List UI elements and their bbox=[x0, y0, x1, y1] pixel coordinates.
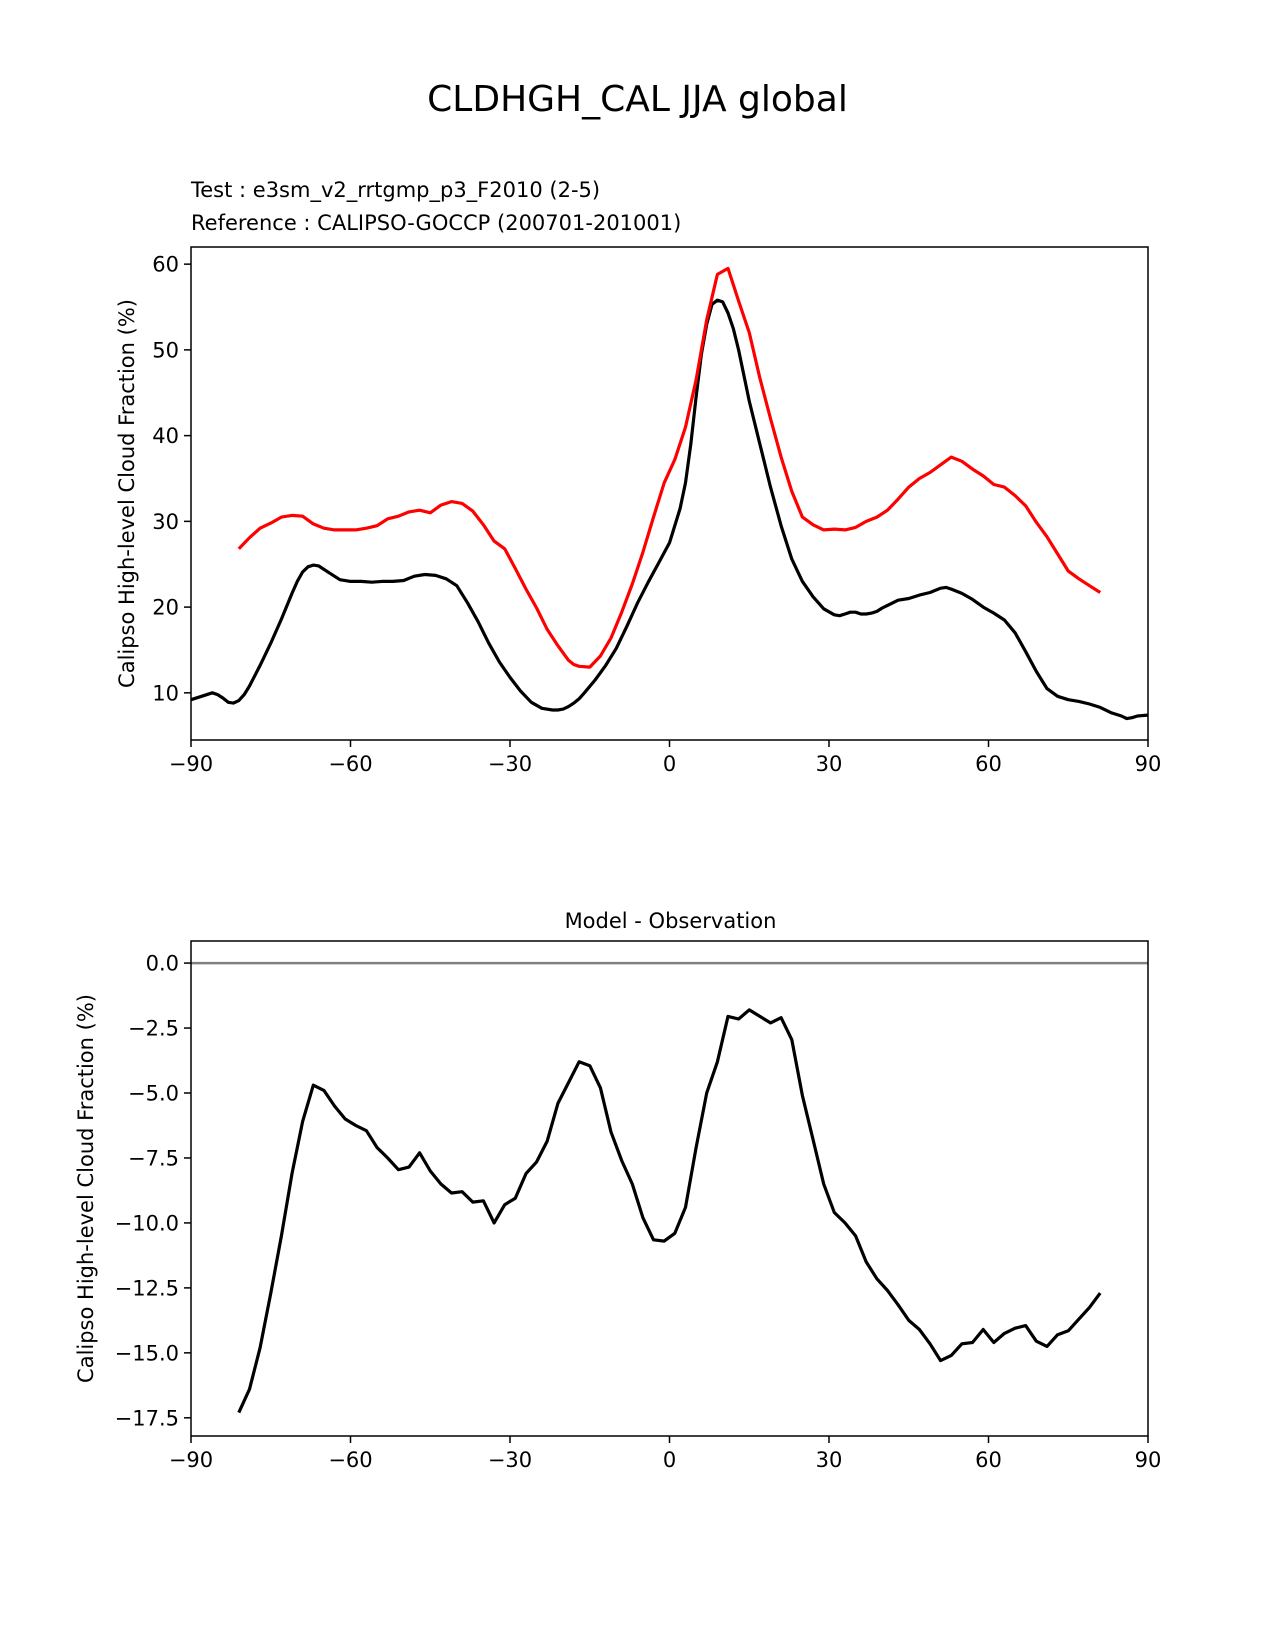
y-tick-label: −7.5 bbox=[128, 1146, 179, 1170]
x-tick-label: 90 bbox=[1135, 1448, 1162, 1472]
reference-series-line bbox=[237, 266, 1102, 669]
x-tick-label: −60 bbox=[328, 752, 372, 776]
y-tick-label: 50 bbox=[152, 338, 179, 362]
y-tick-label: 20 bbox=[152, 596, 179, 620]
y-tick-label: −12.5 bbox=[115, 1276, 179, 1300]
y-axis-label: Calipso High-level Cloud Fraction (%) bbox=[115, 299, 139, 688]
x-tick-label: −30 bbox=[488, 1448, 532, 1472]
bottom-chart: Model - Observation −90 −60 −30 0 30 60 900.0−… bbox=[74, 909, 1161, 1472]
bottom-plot-area: −90 −60 −30 0 30 60 90 0.0 −2.5 −5.0 −7.5 −10.0 −12.… bbox=[74, 940, 1162, 1472]
y-tick-label: −10.0 bbox=[115, 1211, 179, 1235]
x-tick-label: 30 bbox=[816, 752, 843, 776]
x-tick-label: 60 bbox=[975, 1448, 1002, 1472]
test-series-line bbox=[190, 298, 1149, 721]
x-tick-label: −90 bbox=[169, 752, 213, 776]
x-tick-label: 0 bbox=[663, 1448, 676, 1472]
bottom-chart-title: Model - Observation bbox=[565, 909, 777, 933]
y-tick-label: 0.0 bbox=[146, 952, 179, 976]
top-plot-area: −90 −60 −30 0 30 60 90 10 20 30 40 50 60 Calipso High… bbox=[115, 246, 1162, 776]
y-tick-label: −15.0 bbox=[115, 1341, 179, 1365]
axes-frame bbox=[190, 246, 1149, 741]
y-tick-label: −17.5 bbox=[115, 1406, 179, 1430]
y-tick-label: −5.0 bbox=[128, 1082, 179, 1106]
figure-title: CLDHGH_CAL JJA global bbox=[427, 79, 848, 120]
test-label: Test : e3sm_v2_rrtgmp_p3_F2010 (2-5) bbox=[190, 178, 600, 203]
x-tick-label: 0 bbox=[663, 752, 676, 776]
x-tick-label: −30 bbox=[488, 752, 532, 776]
y-tick-label: 40 bbox=[152, 424, 179, 448]
y-tick-label: 30 bbox=[152, 510, 179, 534]
x-tick-label: 60 bbox=[975, 752, 1002, 776]
x-tick-label: −60 bbox=[328, 1448, 372, 1472]
y-tick-label: −2.5 bbox=[128, 1017, 179, 1041]
x-tick-label: 30 bbox=[816, 1448, 843, 1472]
y-tick-label: 60 bbox=[152, 253, 179, 277]
y-axis-label: Calipso High-level Cloud Fraction (%) bbox=[74, 994, 98, 1383]
x-tick-label: −90 bbox=[169, 1448, 213, 1472]
x-tick-label: 90 bbox=[1135, 752, 1162, 776]
reference-label: Reference : CALIPSO-GOCCP (200701-201001… bbox=[191, 211, 681, 235]
y-tick-label: 10 bbox=[152, 681, 179, 705]
top-chart: Test : e3sm_v2_rrtgmp_p3_F2010 (2-5) Ref… bbox=[115, 178, 1161, 776]
axes-frame bbox=[190, 940, 1149, 1437]
difference-series-line bbox=[237, 1008, 1102, 1414]
